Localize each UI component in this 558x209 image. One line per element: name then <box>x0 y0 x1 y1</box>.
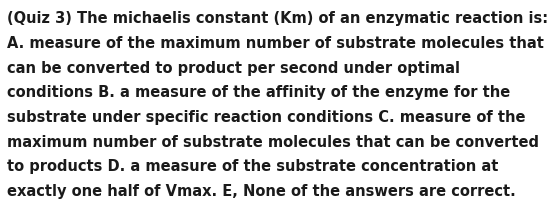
Text: substrate under specific reaction conditions C. measure of the: substrate under specific reaction condit… <box>7 110 526 125</box>
Text: exactly one half of Vmax. E, None of the answers are correct.: exactly one half of Vmax. E, None of the… <box>7 184 516 199</box>
Text: can be converted to product per second under optimal: can be converted to product per second u… <box>7 61 460 76</box>
Text: to products D. a measure of the substrate concentration at: to products D. a measure of the substrat… <box>7 159 499 175</box>
Text: A. measure of the maximum number of substrate molecules that: A. measure of the maximum number of subs… <box>7 36 544 51</box>
Text: maximum number of substrate molecules that can be converted: maximum number of substrate molecules th… <box>7 135 539 150</box>
Text: conditions B. a measure of the affinity of the enzyme for the: conditions B. a measure of the affinity … <box>7 85 511 101</box>
Text: (Quiz 3) The michaelis constant (Km) of an enzymatic reaction is:: (Quiz 3) The michaelis constant (Km) of … <box>7 11 549 27</box>
